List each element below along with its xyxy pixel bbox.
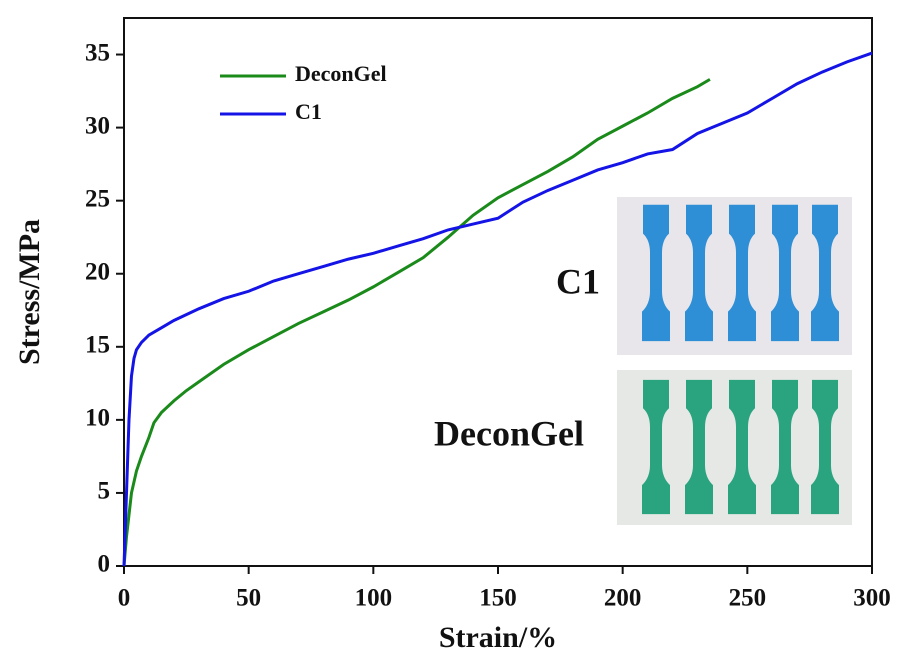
annotation: DeconGel: [434, 413, 584, 453]
x-tick-label: 150: [479, 585, 517, 612]
y-tick-label: 0: [98, 551, 111, 578]
x-tick-label: 200: [604, 585, 642, 612]
y-tick-label: 10: [85, 405, 110, 432]
x-tick-label: 250: [729, 585, 767, 612]
legend-label: C1: [295, 99, 322, 124]
y-tick-label: 15: [85, 332, 110, 359]
annotation: C1: [556, 261, 600, 301]
x-tick-label: 50: [236, 585, 261, 612]
y-tick-label: 35: [85, 39, 110, 66]
y-tick-label: 25: [85, 185, 110, 212]
y-tick-label: 20: [85, 258, 110, 285]
x-tick-label: 300: [853, 585, 891, 612]
y-axis-title: Stress/MPa: [13, 219, 46, 365]
y-tick-label: 5: [98, 478, 111, 505]
inset-photo-decongel: [617, 370, 852, 525]
inset-photo-c1: [617, 197, 852, 355]
x-tick-label: 0: [118, 585, 131, 612]
data-line: [122, 51, 873, 567]
x-axis-title: Strain/%: [439, 621, 557, 654]
x-tick-label: 100: [355, 585, 393, 612]
data-line: [122, 78, 711, 567]
legend-label: DeconGel: [295, 61, 387, 86]
y-tick-label: 30: [85, 112, 110, 139]
